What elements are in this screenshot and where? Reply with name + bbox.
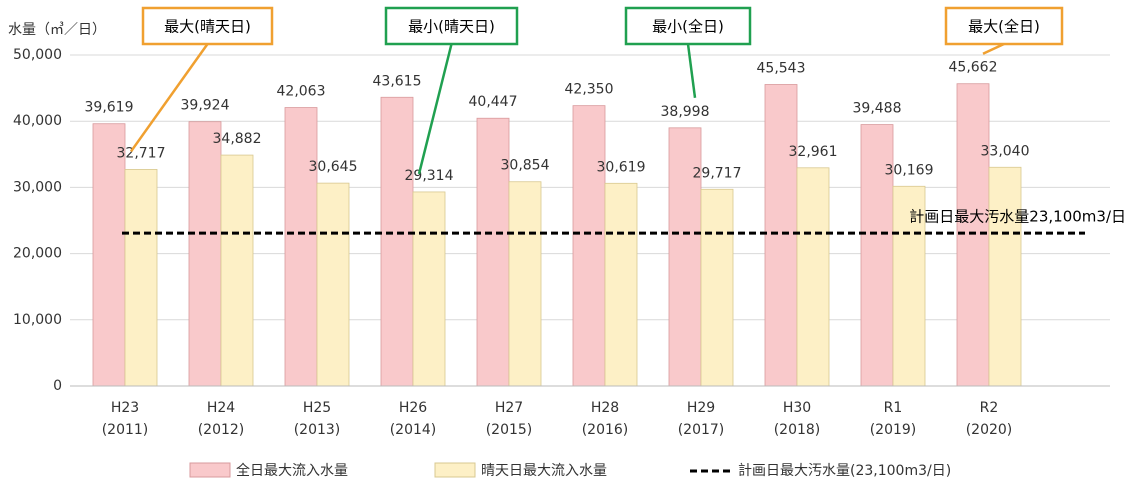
bar bbox=[380, 96, 414, 387]
data-label: 39,924 bbox=[181, 98, 230, 114]
data-label: 39,488 bbox=[853, 101, 902, 117]
annotation-box bbox=[624, 6, 752, 46]
data-label: 30,854 bbox=[501, 158, 550, 174]
bar bbox=[604, 182, 638, 387]
x-tick-label: H26 (2014) bbox=[390, 400, 437, 438]
data-label: 38,998 bbox=[661, 104, 710, 120]
data-label: 32,961 bbox=[789, 144, 838, 160]
legend-swatch bbox=[189, 462, 231, 478]
annotation-leader bbox=[686, 43, 697, 98]
data-label: 43,615 bbox=[373, 73, 422, 89]
data-label: 42,063 bbox=[277, 84, 326, 100]
data-label: 30,169 bbox=[885, 162, 934, 178]
bar bbox=[220, 154, 254, 387]
annotation-leader bbox=[417, 43, 453, 175]
y-tick-label: 10,000 bbox=[13, 312, 62, 328]
data-label: 30,645 bbox=[309, 159, 358, 175]
bar bbox=[892, 185, 926, 387]
bar bbox=[764, 84, 798, 387]
x-tick-label: H29 (2017) bbox=[678, 400, 725, 438]
y-axis-label: 水量（㎥／日） bbox=[8, 22, 106, 38]
annotation-box bbox=[944, 6, 1064, 46]
annotation-text: 最小(晴天日) bbox=[408, 18, 495, 36]
annotation-text: 最大(晴天日) bbox=[164, 18, 251, 36]
bar bbox=[572, 105, 606, 387]
bar bbox=[508, 181, 542, 387]
data-label: 45,543 bbox=[757, 61, 806, 77]
data-label: 29,717 bbox=[693, 165, 742, 181]
bar bbox=[124, 169, 158, 387]
bar bbox=[284, 107, 318, 387]
annotation-box bbox=[384, 6, 519, 46]
bar bbox=[700, 188, 734, 387]
y-tick-label: 0 bbox=[53, 378, 62, 394]
y-tick-label: 30,000 bbox=[13, 179, 62, 195]
annotation-leader bbox=[982, 42, 1005, 55]
data-label: 30,619 bbox=[597, 159, 646, 175]
bar bbox=[188, 121, 222, 387]
legend-label: 計画日最大汚水量(23,100m3/日) bbox=[738, 463, 951, 479]
annotation-leader bbox=[129, 43, 209, 153]
data-label: 32,717 bbox=[117, 145, 166, 161]
data-label: 39,619 bbox=[85, 100, 134, 116]
bar bbox=[988, 166, 1022, 387]
x-tick-label: H24 (2012) bbox=[198, 400, 245, 438]
bar bbox=[92, 123, 126, 387]
reference-label: 計画日最大汚水量23,100m3/日 bbox=[909, 208, 1126, 226]
x-tick-label: H25 (2013) bbox=[294, 400, 341, 438]
data-label: 40,447 bbox=[469, 94, 518, 110]
bar bbox=[412, 191, 446, 387]
x-tick-label: H30 (2018) bbox=[774, 400, 821, 438]
annotation-text: 最大(全日) bbox=[968, 18, 1040, 36]
y-tick-label: 50,000 bbox=[13, 47, 62, 63]
x-tick-label: R2 (2020) bbox=[966, 400, 1013, 438]
data-label: 33,040 bbox=[981, 143, 1030, 159]
data-label: 34,882 bbox=[213, 131, 262, 147]
annotation-text: 最小(全日) bbox=[652, 18, 724, 36]
x-tick-label: H23 (2011) bbox=[102, 400, 149, 438]
bar bbox=[956, 83, 990, 387]
x-tick-label: H27 (2015) bbox=[486, 400, 533, 438]
bar bbox=[796, 167, 830, 387]
y-tick-label: 40,000 bbox=[13, 113, 62, 129]
data-label: 29,314 bbox=[405, 168, 454, 184]
data-label: 42,350 bbox=[565, 82, 614, 98]
legend-label: 晴天日最大流入水量 bbox=[481, 463, 607, 479]
data-label: 45,662 bbox=[949, 60, 998, 76]
y-tick-label: 20,000 bbox=[13, 246, 62, 262]
bar bbox=[316, 182, 350, 387]
x-tick-label: H28 (2016) bbox=[582, 400, 629, 438]
legend-swatch bbox=[434, 462, 476, 478]
annotation-box bbox=[141, 6, 274, 46]
x-tick-label: R1 (2019) bbox=[870, 400, 917, 438]
legend-label: 全日最大流入水量 bbox=[236, 462, 348, 479]
